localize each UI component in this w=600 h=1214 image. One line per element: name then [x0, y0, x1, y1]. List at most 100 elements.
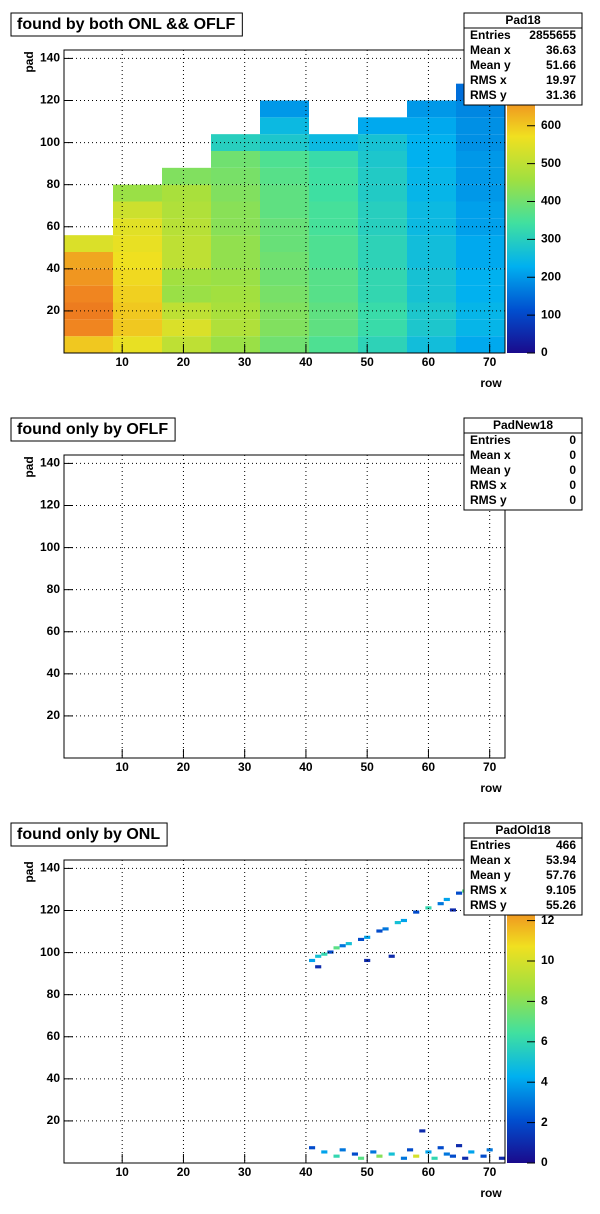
heat-cell — [260, 184, 309, 202]
stats-value: 31.36 — [546, 88, 576, 102]
x-tick-label: 70 — [483, 1165, 497, 1179]
heat-cell — [162, 184, 211, 202]
stats-label: Mean x — [470, 43, 511, 57]
heat-cell — [260, 336, 309, 353]
heat-cell — [162, 167, 211, 185]
heat-cell — [407, 201, 456, 219]
stats-name: Pad18 — [505, 13, 541, 27]
heat-cell — [456, 117, 505, 135]
heat-cell — [211, 319, 260, 337]
heat-cell — [413, 910, 420, 914]
stats-label: RMS x — [470, 478, 507, 492]
z-tick-label: 600 — [541, 118, 561, 132]
panel-title: found only by ONL — [17, 826, 160, 843]
x-tick-label: 20 — [177, 1165, 191, 1179]
heat-cell — [162, 252, 211, 269]
heat-cell — [321, 952, 328, 956]
heat-cell — [309, 218, 358, 236]
heat-cell — [486, 1148, 493, 1152]
heat-cell — [339, 944, 346, 948]
heat-cell — [358, 218, 407, 236]
z-tick-label: 200 — [541, 269, 561, 283]
x-tick-label: 60 — [422, 355, 436, 369]
heat-cell — [113, 218, 162, 236]
x-tick-label: 10 — [116, 1165, 130, 1179]
z-tick-label: 0 — [541, 345, 548, 359]
heat-cell — [333, 946, 340, 950]
heat-cell — [407, 100, 456, 118]
y-axis-label: pad — [22, 861, 36, 882]
heat-cell — [407, 1148, 414, 1152]
heat-cell — [211, 218, 260, 236]
heat-cell — [211, 336, 260, 353]
heat-cell — [456, 268, 505, 286]
heat-cell — [468, 1150, 475, 1154]
heat-cell — [456, 235, 505, 252]
stats-label: Entries — [470, 838, 511, 852]
x-tick-label: 60 — [422, 760, 436, 774]
heat-cell — [351, 1152, 358, 1156]
heat-cell — [260, 151, 309, 168]
z-tick-label: 0 — [541, 1155, 548, 1169]
heat-cell — [456, 167, 505, 185]
heat-cell — [358, 167, 407, 185]
heat-cell — [425, 906, 432, 910]
heat-cell — [162, 336, 211, 353]
heat-cell — [260, 252, 309, 269]
heat-cell — [162, 285, 211, 303]
y-tick-label: 20 — [47, 708, 61, 722]
heat-cell — [358, 117, 407, 135]
x-tick-label: 50 — [361, 760, 375, 774]
z-tick-label: 8 — [541, 994, 548, 1008]
heat-cell — [113, 201, 162, 219]
stats-value: 55.26 — [546, 898, 576, 912]
z-tick-label: 100 — [541, 307, 561, 321]
y-tick-label: 100 — [40, 945, 60, 959]
x-tick-label: 30 — [238, 760, 252, 774]
heat-cell — [113, 336, 162, 353]
heat-cell — [260, 319, 309, 337]
heat-cell — [113, 302, 162, 320]
heat-cell — [407, 117, 456, 135]
heat-cell — [407, 218, 456, 236]
heat-cell — [162, 268, 211, 286]
stats-name: PadOld18 — [495, 823, 551, 837]
heat-cell — [358, 184, 407, 202]
x-tick-label: 30 — [238, 355, 252, 369]
x-tick-label: 40 — [299, 760, 313, 774]
y-tick-label: 120 — [40, 498, 60, 512]
heat-cell — [376, 1154, 383, 1158]
stats-value: 0 — [569, 433, 576, 447]
stats-value: 9.105 — [546, 883, 576, 897]
heat-cell — [260, 167, 309, 185]
x-tick-label: 20 — [177, 760, 191, 774]
heat-cell — [456, 151, 505, 168]
heat-cell — [437, 1146, 444, 1150]
stats-value: 0 — [569, 493, 576, 507]
stats-label: RMS y — [470, 88, 507, 102]
heat-cell — [309, 201, 358, 219]
y-tick-label: 140 — [40, 456, 60, 470]
heat-cell — [456, 184, 505, 202]
heat-cell — [162, 319, 211, 337]
heat-cell — [64, 336, 113, 353]
heat-cell — [358, 201, 407, 219]
stats-label: Mean x — [470, 853, 511, 867]
heat-cell — [456, 201, 505, 219]
heat-cell — [113, 268, 162, 286]
heat-cell — [382, 927, 389, 931]
heat-cell — [456, 1144, 463, 1148]
heat-cell — [260, 201, 309, 219]
stats-value: 0 — [569, 478, 576, 492]
heat-cell — [162, 201, 211, 219]
x-tick-label: 40 — [299, 1165, 313, 1179]
x-tick-label: 70 — [483, 760, 497, 774]
heat-cell — [321, 1150, 328, 1154]
heat-cell — [358, 319, 407, 337]
heat-cell — [211, 252, 260, 269]
y-tick-label: 60 — [47, 1029, 61, 1043]
heat-cell — [407, 302, 456, 320]
heat-cell — [456, 891, 463, 895]
heat-cell — [443, 897, 450, 902]
heat-cell — [413, 1154, 420, 1158]
